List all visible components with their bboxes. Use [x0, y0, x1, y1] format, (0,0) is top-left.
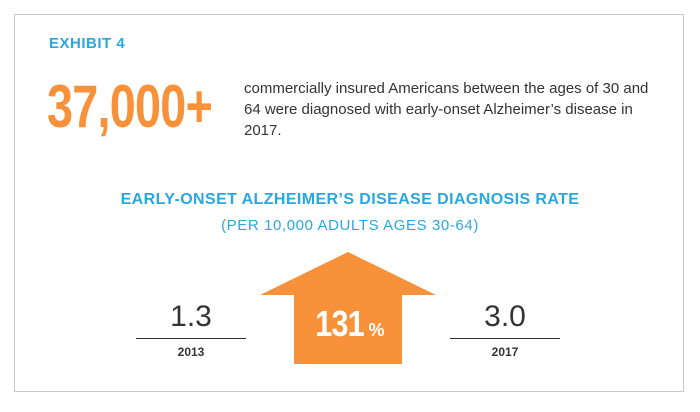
headline-description: commercially insured Americans between t…	[244, 80, 649, 139]
exhibit-label: EXHIBIT 4	[49, 35, 126, 52]
stat-value-2017: 3.0	[484, 300, 526, 333]
chart-subtitle: (PER 10,000 ADULTS AGES 30-64)	[221, 217, 479, 234]
change-percent-value: 131	[315, 303, 365, 344]
stat-value-2013: 1.3	[170, 300, 212, 333]
stat-year-2013: 2013	[177, 345, 205, 359]
change-percent: 131%	[278, 303, 418, 345]
change-percent-unit: %	[368, 320, 385, 340]
chart-title: EARLY-ONSET ALZHEIMER’S DISEASE DIAGNOSI…	[120, 191, 580, 208]
stat-year-2017: 2017	[491, 345, 519, 359]
stat-divider-2017	[450, 338, 560, 339]
increase-arrow-shape	[260, 252, 436, 364]
stat-divider-2013	[136, 338, 246, 339]
headline-number: 37,000+	[47, 73, 213, 140]
